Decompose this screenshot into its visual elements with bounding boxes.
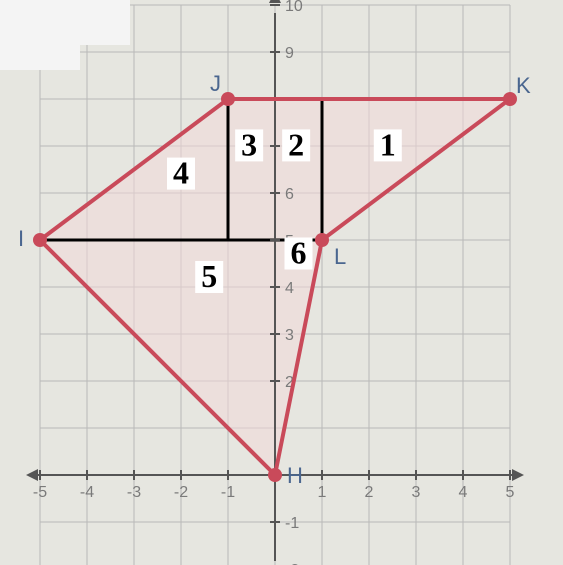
y-tick-label: 10	[285, 0, 303, 15]
x-tick-label: -5	[33, 484, 47, 501]
artifact-patch	[0, 0, 130, 45]
vertex-I	[33, 233, 47, 247]
x-tick-label: 1	[318, 484, 327, 501]
y-tick-label: 3	[285, 327, 294, 344]
x-tick-label: 3	[412, 484, 421, 501]
vertex-K	[503, 92, 517, 106]
x-tick-label: -1	[221, 484, 235, 501]
x-tick-label: 4	[459, 484, 468, 501]
y-tick-label: -1	[285, 515, 299, 532]
vertex-label-L: L	[334, 244, 346, 269]
artifact-patch	[0, 45, 80, 70]
region-label: 5	[201, 258, 217, 294]
region-label: 4	[173, 155, 189, 191]
x-tick-label: -4	[80, 484, 94, 501]
x-tick-label: 5	[506, 484, 515, 501]
y-tick-label: 9	[285, 45, 294, 62]
region-label: 6	[291, 235, 307, 271]
y-tick-label: 6	[285, 186, 294, 203]
region-label: 2	[288, 126, 304, 162]
vertex-H	[268, 468, 282, 482]
vertex-label-H: H	[287, 463, 303, 488]
region-label: 3	[241, 126, 257, 162]
vertex-label-I: I	[18, 226, 24, 251]
vertex-label-K: K	[516, 73, 531, 98]
vertex-L	[315, 233, 329, 247]
x-tick-label: -3	[127, 484, 141, 501]
vertex-label-J: J	[210, 71, 221, 96]
coordinate-plane: -5-4-3-2-112345-1-2234567910HIJKL123456	[0, 0, 563, 565]
x-tick-label: -2	[174, 484, 188, 501]
vertex-J	[221, 92, 235, 106]
y-tick-label: 4	[285, 280, 294, 297]
x-tick-label: 2	[365, 484, 374, 501]
region-label: 1	[380, 126, 396, 162]
